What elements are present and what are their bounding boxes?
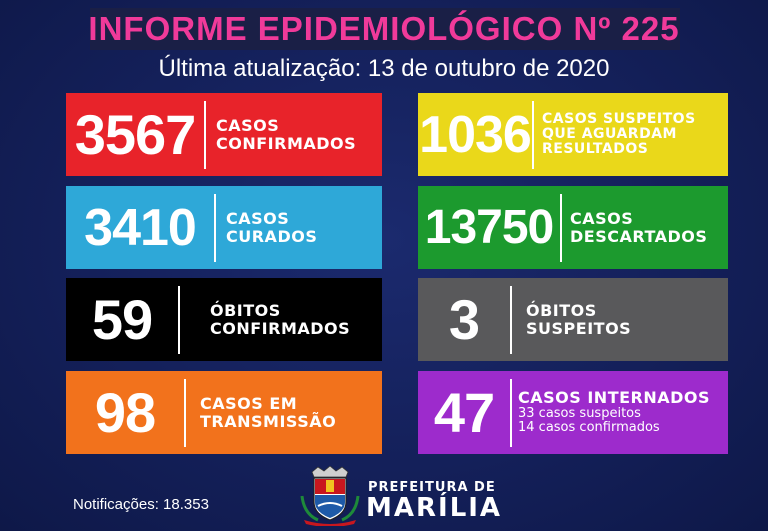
marilia-label: MARÍLIA [366, 493, 503, 523]
notificacoes-count: Notificações: 18.353 [73, 496, 209, 513]
page-title: INFORME EPIDEMIOLÓGICO Nº 225 [88, 10, 680, 47]
internados-suspeitos: 33 casos suspeitos [518, 405, 641, 421]
card-label: CASOS SUSPEITOS QUE AGUARDAM RESULTADOS [542, 110, 696, 158]
card-value: 3 [448, 287, 480, 351]
card-label: CASOS CONFIRMADOS [216, 115, 357, 153]
last-update: Última atualização: 13 de outubro de 202… [158, 55, 610, 82]
card-value: 3567 [74, 102, 197, 166]
card-label: CASOS CURADOS [226, 208, 318, 246]
card-divider [560, 193, 562, 262]
card-value: 13750 [424, 200, 554, 254]
card-label: ÓBITOS CONFIRMADOS [210, 300, 351, 338]
card-divider [510, 285, 512, 354]
card-divider [510, 378, 512, 447]
card-divider [204, 100, 206, 169]
card-obitos-suspeitos: 3 ÓBITOS SUSPEITOS [418, 278, 728, 361]
card-value: 98 [94, 380, 156, 444]
card-casos-transmissao: 98 CASOS EM TRANSMISSÃO [66, 371, 382, 454]
card-value: 47 [433, 380, 495, 444]
prefeitura-label: PREFEITURA DE [368, 480, 496, 495]
card-label: CASOS DESCARTADOS [570, 208, 708, 246]
card-label: CASOS INTERNADOS 33 casos suspeitos 14 c… [518, 387, 711, 436]
card-value: 1036 [419, 105, 532, 164]
card-casos-internados: 47 CASOS INTERNADOS 33 casos suspeitos 1… [418, 371, 728, 454]
card-value: 59 [91, 287, 153, 351]
card-casos-confirmados: 3567 CASOS CONFIRMADOS [66, 93, 382, 176]
card-label: CASOS EM TRANSMISSÃO [200, 393, 337, 431]
internados-confirmados: 14 casos confirmados [518, 420, 660, 436]
card-divider [178, 285, 180, 354]
card-divider [184, 378, 186, 447]
card-divider [532, 100, 534, 169]
card-value: 3410 [84, 198, 197, 257]
card-casos-suspeitos: 1036 CASOS SUSPEITOS QUE AGUARDAM RESULT… [418, 93, 728, 176]
card-obitos-confirmados: 59 ÓBITOS CONFIRMADOS [66, 278, 382, 361]
card-label: ÓBITOS SUSPEITOS [526, 300, 632, 338]
title-band [90, 8, 680, 50]
card-divider [214, 193, 216, 262]
card-casos-curados: 3410 CASOS CURADOS [66, 186, 382, 269]
marilia-crest-icon [300, 466, 360, 526]
card-casos-descartados: 13750 CASOS DESCARTADOS [418, 186, 728, 269]
